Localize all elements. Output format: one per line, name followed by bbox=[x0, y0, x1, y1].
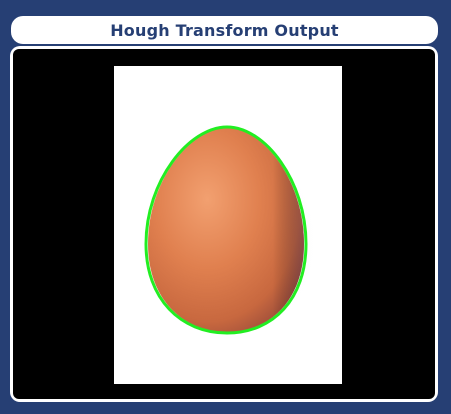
output-panel bbox=[10, 46, 438, 402]
hough-detected-outline bbox=[144, 125, 308, 335]
output-canvas bbox=[13, 49, 435, 399]
window-title: Hough Transform Output bbox=[110, 20, 339, 40]
egg-rim-shading bbox=[148, 128, 304, 332]
title-bar: Hough Transform Output bbox=[11, 16, 438, 44]
egg-photo bbox=[114, 66, 342, 384]
egg-image bbox=[144, 125, 322, 342]
